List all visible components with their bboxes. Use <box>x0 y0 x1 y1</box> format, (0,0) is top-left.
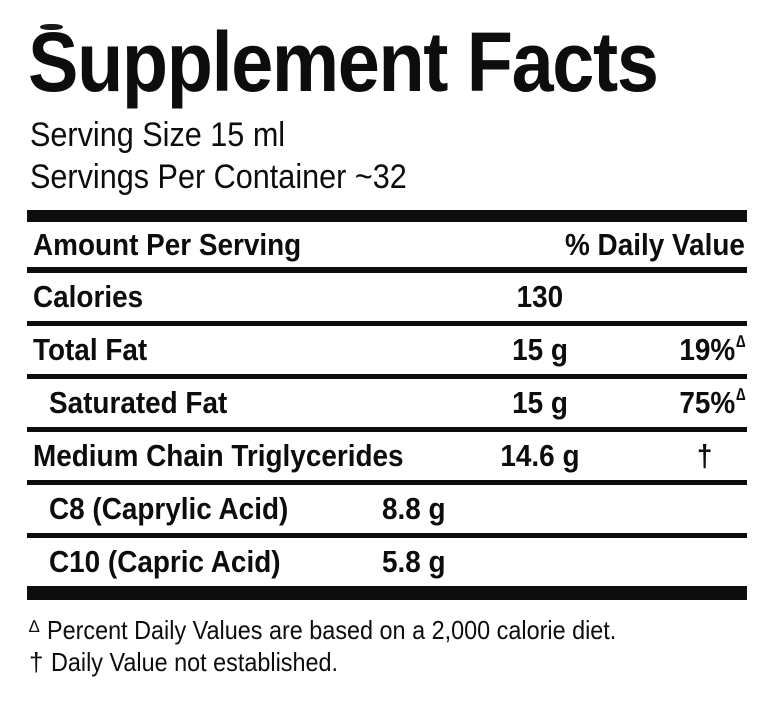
row-amount: 130 <box>516 279 564 314</box>
dagger-footnote-mark: † <box>29 647 44 677</box>
divider-row <box>27 480 747 485</box>
row-daily-value: 19%∆ <box>678 331 745 367</box>
row-label: C8 (Caprylic Acid) <box>49 491 289 526</box>
row-label: C10 (Capric Acid) <box>49 544 281 579</box>
row-label: Total Fat <box>33 332 148 367</box>
table-row-mct: Medium Chain Triglycerides 14.6 g † <box>27 432 747 480</box>
triangle-footnote-mark: ∆ <box>29 617 40 636</box>
divider-thick-top <box>27 210 747 222</box>
table-row-total-fat: Total Fat 15 g 19%∆ <box>27 326 747 374</box>
footnote-not-established: † Daily Value not established. <box>29 646 747 678</box>
row-amount: 14.6 g <box>500 438 580 473</box>
serving-size-text: Serving Size 15 ml <box>30 116 286 154</box>
divider-thick-bottom <box>27 586 747 600</box>
row-amount: 15 g <box>512 332 568 367</box>
footnote-daily-values: ∆ Percent Daily Values are based on a 2,… <box>29 614 747 646</box>
row-amount: 15 g <box>512 385 568 420</box>
divider-row <box>27 427 747 432</box>
header-amount-per-serving: Amount Per Serving <box>33 226 302 262</box>
footnote-text: Daily Value not established. <box>50 647 338 677</box>
row-label: Saturated Fat <box>49 385 228 420</box>
table-row-calories: Calories 130 <box>27 273 747 321</box>
divider-row <box>27 533 747 538</box>
row-label: Medium Chain Triglycerides <box>33 438 404 473</box>
triangle-footnote-mark: ∆ <box>735 384 745 404</box>
table-row-c8-caprylic-acid: C8 (Caprylic Acid) 8.8 g <box>27 485 747 533</box>
footnote-text: Percent Daily Values are based on a 2,00… <box>46 615 616 645</box>
header-daily-value: % Daily Value <box>565 226 745 262</box>
table-row-c10-capric-acid: C10 (Capric Acid) 5.8 g <box>27 538 747 586</box>
page-title: Supplement Facts <box>28 15 659 109</box>
divider-row <box>27 321 747 326</box>
dagger-footnote-mark: † <box>697 438 713 473</box>
divider-header <box>27 267 747 273</box>
row-daily-value: 75%∆ <box>678 384 745 420</box>
row-amount: 8.8 g <box>382 491 446 526</box>
row-label: Calories <box>33 279 144 314</box>
table-row-saturated-fat: Saturated Fat 15 g 75%∆ <box>27 379 747 427</box>
divider-row <box>27 374 747 379</box>
triangle-footnote-mark: ∆ <box>735 331 745 351</box>
servings-per-container-text: Servings Per Container ~32 <box>30 158 407 196</box>
footnotes: ∆ Percent Daily Values are based on a 2,… <box>27 614 747 678</box>
row-amount: 5.8 g <box>382 544 446 579</box>
ink-smudge <box>40 24 63 30</box>
serving-info: Serving Size 15 ml Servings Per Containe… <box>27 114 747 198</box>
table-header: Amount Per Serving % Daily Value <box>27 222 747 267</box>
